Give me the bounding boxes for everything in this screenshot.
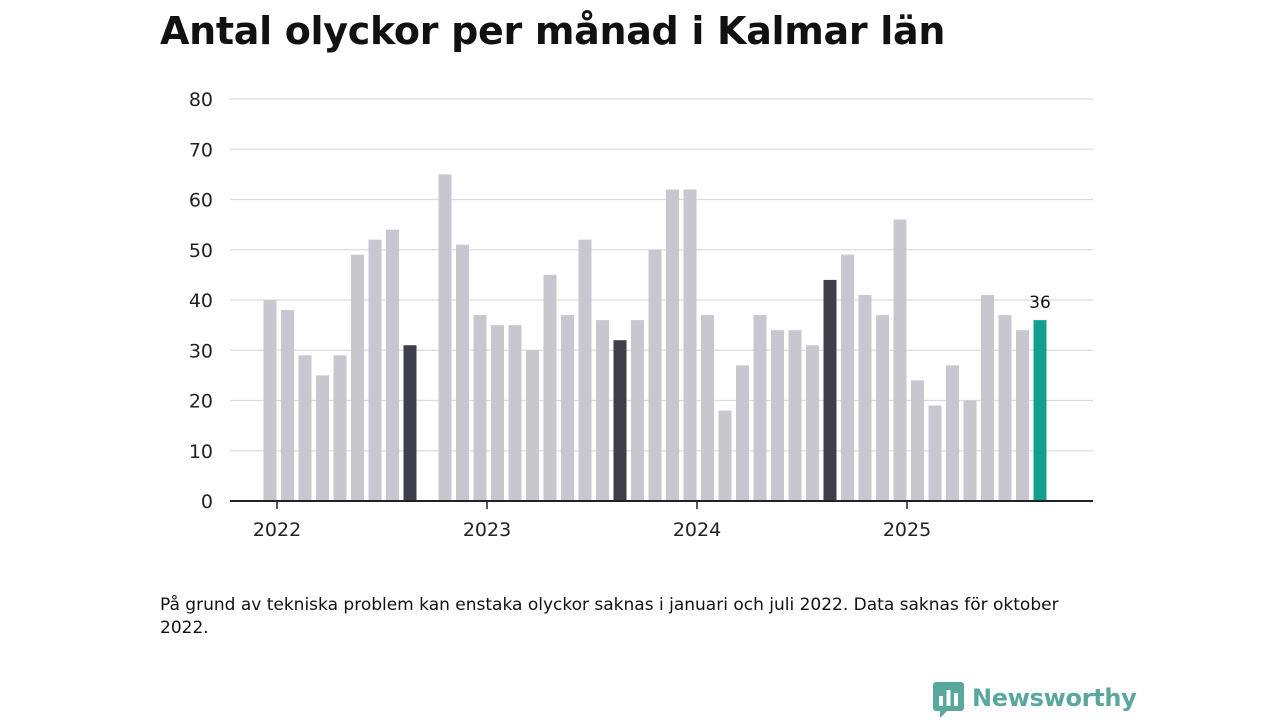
x-axis: 2022 2023 2024 2025 [230, 500, 1093, 541]
y-tick-label: 30 [189, 340, 213, 362]
bar-2024-12 [876, 315, 889, 501]
bar-2023-02 [491, 325, 504, 501]
bar-2023-12 [666, 189, 679, 501]
bar-2022-08 [386, 229, 399, 501]
bar-2023-06 [561, 315, 574, 501]
bar-2025-07 [998, 315, 1012, 501]
bar-2022-01 [263, 300, 277, 501]
bar-2024-11 [858, 294, 872, 501]
newsworthy-logo-icon [933, 682, 964, 718]
bar-2023-11 [648, 249, 662, 501]
bar-2023-08 [596, 320, 609, 501]
bar-chart: 0 10 20 30 40 50 60 70 80 2022 2023 2024 2025 36 [189, 89, 1093, 541]
bar-2022-02 [281, 310, 294, 501]
bar-2025-08 [1016, 330, 1029, 501]
bar-2023-10 [631, 320, 644, 501]
brand-name: Newsworthy [972, 684, 1137, 712]
x-tick-label: 2025 [883, 519, 931, 541]
bar-2022-03 [298, 355, 312, 501]
bar-2023-09 [613, 340, 627, 501]
bar-2025-04 [946, 365, 959, 501]
bar-2025-02 [911, 380, 924, 501]
bar-2023-05 [543, 274, 557, 501]
bar-2024-10 [841, 254, 854, 501]
x-tick-label: 2023 [463, 519, 511, 541]
bar-2023-07 [578, 239, 592, 501]
y-tick-label: 10 [189, 441, 213, 463]
y-tick-label: 50 [189, 240, 213, 262]
bar-2024-05 [753, 315, 767, 501]
y-tick-label: 60 [189, 190, 213, 212]
bar-2025-09 [1033, 320, 1047, 501]
bar-2024-07 [788, 330, 802, 501]
y-tick-label: 20 [189, 391, 213, 413]
y-tick-label: 0 [201, 491, 213, 513]
bars [263, 174, 1047, 501]
bar-2024-03 [718, 410, 732, 501]
bar-2022-11 [438, 174, 452, 501]
bar-2022-12 [456, 244, 469, 501]
bar-2022-07 [368, 239, 382, 501]
bar-2023-03 [508, 325, 522, 501]
bar-2022-09 [403, 345, 417, 501]
y-tick-label: 40 [189, 290, 213, 312]
brand-logo[interactable]: Newsworthy [933, 682, 1137, 722]
bar-2023-04 [526, 350, 539, 501]
bar-2024-06 [771, 330, 784, 501]
x-tick-label: 2024 [673, 519, 721, 541]
bar-2024-02 [701, 315, 714, 501]
bar-2024-01 [683, 189, 697, 501]
bar-2025-03 [928, 405, 942, 501]
bar-2025-01 [893, 219, 907, 501]
bar-2022-04 [316, 375, 329, 501]
data-label-latest: 36 [1029, 293, 1051, 313]
bar-2022-05 [333, 355, 347, 501]
x-tick-label: 2022 [253, 519, 301, 541]
bar-2025-05 [963, 400, 977, 501]
y-tick-label: 70 [189, 139, 213, 161]
bar-2022-06 [351, 254, 364, 501]
bar-2024-04 [736, 365, 749, 501]
bar-2024-09 [823, 279, 837, 501]
y-axis-tick-labels: 0 10 20 30 40 50 60 70 80 [189, 89, 213, 513]
y-tick-label: 80 [189, 89, 213, 111]
bar-2024-08 [806, 345, 819, 501]
chart-title: Antal olyckor per månad i Kalmar län [160, 9, 946, 53]
annotations: 36 [1029, 293, 1051, 313]
bar-2023-01 [473, 315, 487, 501]
bar-2025-06 [981, 294, 994, 501]
footnote: På grund av tekniska problem kan enstaka… [160, 595, 1059, 638]
